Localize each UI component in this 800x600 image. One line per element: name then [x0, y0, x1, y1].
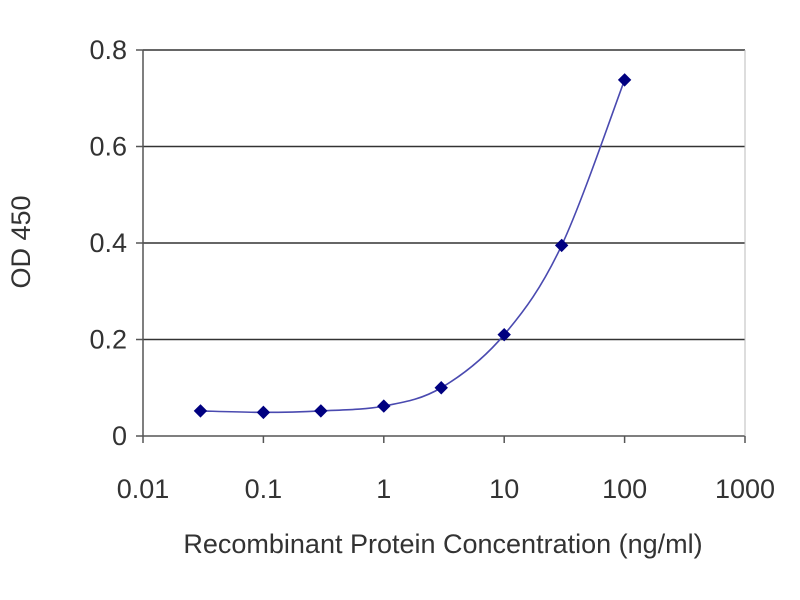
y-tick-label: 0.2	[89, 325, 127, 355]
x-tick-label: 1000	[715, 474, 775, 504]
series-layer	[193, 73, 632, 420]
x-tick-label: 100	[602, 474, 647, 504]
y-axis-title: OD 450	[6, 195, 36, 288]
data-point	[377, 399, 391, 413]
y-tick-label: 0.6	[89, 132, 127, 162]
data-point	[497, 327, 511, 342]
gridlines	[143, 49, 745, 341]
data-point	[554, 238, 569, 253]
data-point	[314, 404, 328, 418]
y-tick-labels: 0 0.2 0.4 0.6 0.8	[89, 35, 127, 451]
data-point	[434, 381, 448, 395]
x-tick-labels: 0.01 0.1 1 10 100 1000	[117, 474, 775, 504]
x-tick-label: 0.01	[117, 474, 170, 504]
data-point	[256, 405, 271, 420]
x-tick-label: 0.1	[245, 474, 283, 504]
axes	[136, 49, 746, 443]
x-axis-title: Recombinant Protein Concentration (ng/ml…	[183, 529, 702, 559]
x-tick-label: 10	[489, 474, 519, 504]
data-point	[193, 404, 208, 418]
y-tick-label: 0	[112, 421, 127, 451]
data-point	[617, 73, 632, 87]
y-tick-label: 0.4	[89, 228, 127, 258]
y-tick-label: 0.8	[89, 35, 127, 65]
x-tick-label: 1	[376, 474, 391, 504]
